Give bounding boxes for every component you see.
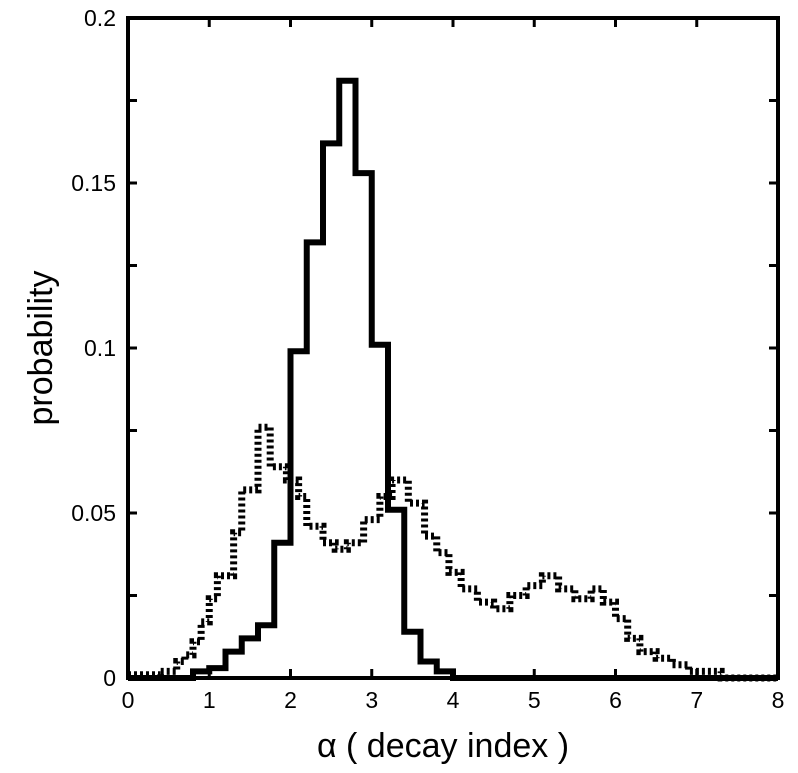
y-tick-label-3: 0.15 <box>71 170 116 196</box>
y-tick-labels: 0 0.05 0.1 0.15 0.2 <box>71 5 116 691</box>
y-tick-label-2: 0.1 <box>84 335 116 361</box>
x-tick-label-6: 6 <box>609 687 622 713</box>
y-axis-label: probability <box>22 271 60 426</box>
x-tick-label-1: 1 <box>203 687 216 713</box>
axis-ticks <box>126 16 780 680</box>
series-group <box>128 77 778 682</box>
x-axis-label: α ( decay index ) <box>317 727 569 765</box>
x-tick-label-3: 3 <box>365 687 378 713</box>
dotted-series-line <box>128 423 778 682</box>
x-tick-label-8: 8 <box>772 687 785 713</box>
x-tick-label-0: 0 <box>122 687 135 713</box>
x-tick-label-5: 5 <box>528 687 541 713</box>
y-tick-label-0: 0 <box>103 665 116 691</box>
y-tick-label-1: 0.05 <box>71 500 116 526</box>
x-tick-labels: 0 1 2 3 4 5 6 7 8 <box>122 687 785 713</box>
x-tick-label-4: 4 <box>447 687 460 713</box>
x-tick-label-2: 2 <box>284 687 297 713</box>
y-tick-label-4: 0.2 <box>84 5 116 31</box>
solid-series-line <box>128 77 778 681</box>
plot-frame <box>126 16 780 680</box>
x-tick-label-7: 7 <box>690 687 703 713</box>
